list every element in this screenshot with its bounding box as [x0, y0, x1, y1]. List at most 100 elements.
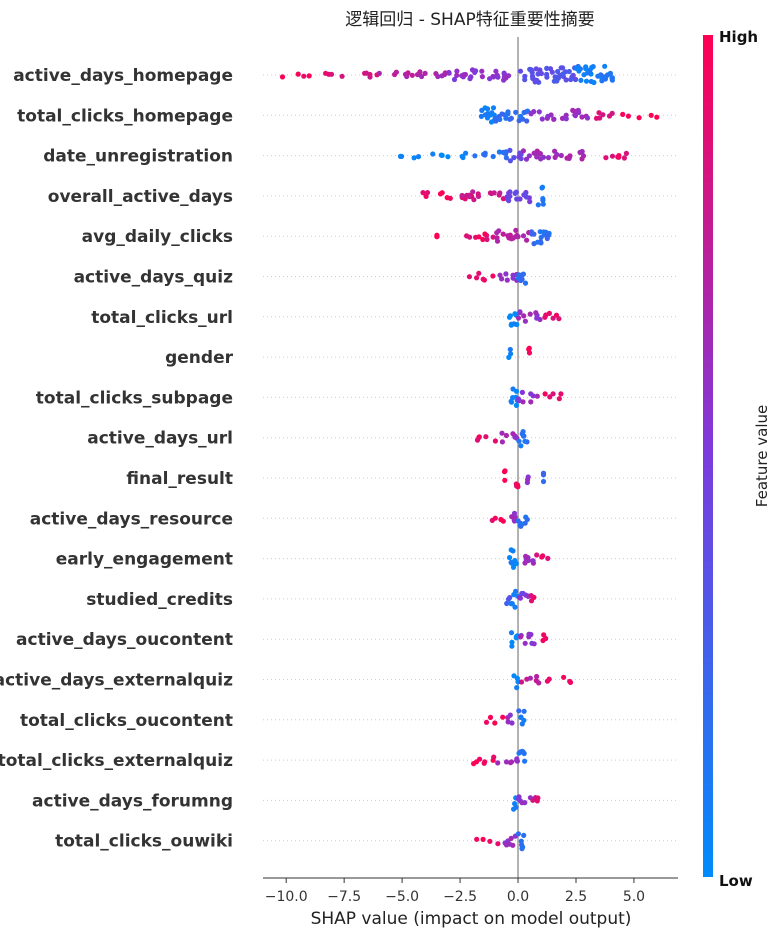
shap-point: [537, 151, 544, 157]
shap-point: [437, 191, 444, 197]
shap-point: [550, 391, 556, 397]
shap-point: [512, 557, 518, 564]
shap-point: [490, 273, 496, 279]
shap-point: [519, 800, 525, 806]
shap-point: [623, 150, 630, 156]
shap-point: [580, 153, 587, 159]
shap-point: [579, 114, 585, 120]
shap-point: [518, 523, 524, 529]
shap-point: [510, 806, 517, 812]
shap-point: [544, 65, 550, 71]
shap-point: [648, 112, 654, 118]
shap-point: [589, 64, 595, 70]
shap-point: [480, 836, 486, 843]
shap-point: [506, 198, 512, 204]
shap-point: [376, 70, 382, 76]
shap-point: [609, 153, 616, 159]
shap-point: [510, 431, 516, 437]
shap-point: [466, 274, 472, 280]
shap-point: [535, 202, 541, 208]
shap-point: [502, 477, 508, 483]
shap-point: [480, 236, 486, 243]
shap-point: [500, 149, 506, 155]
shap-point: [503, 271, 509, 277]
shap-point: [523, 194, 530, 200]
shap-point: [596, 110, 602, 116]
shap-point: [505, 719, 511, 725]
shap-point: [625, 113, 632, 119]
shap-point: [521, 832, 527, 839]
shap-point: [491, 190, 497, 196]
shap-point: [583, 78, 590, 84]
shap-point: [405, 70, 411, 76]
shap-point: [519, 272, 526, 278]
shap-point: [485, 106, 491, 112]
shap-point: [435, 73, 441, 80]
feature-label: overall_active_days: [48, 187, 233, 207]
shap-point: [495, 841, 501, 847]
shap-point: [471, 761, 477, 767]
shap-point: [507, 346, 513, 353]
shap-point: [636, 115, 642, 121]
shap-point: [495, 74, 501, 80]
shap-point: [540, 197, 546, 203]
shap-point: [520, 148, 527, 154]
shap-point: [607, 71, 613, 77]
shap-point: [551, 116, 557, 122]
shap-point: [479, 68, 485, 74]
shap-point: [454, 72, 460, 78]
shap-point: [522, 438, 528, 444]
shap-point: [490, 153, 496, 160]
feature-label: final_result: [126, 469, 233, 489]
shap-point: [414, 72, 421, 78]
shap-point: [507, 555, 513, 561]
shap-point: [556, 396, 562, 402]
shap-point: [499, 111, 505, 117]
shap-point: [513, 227, 519, 233]
shap-point: [517, 310, 523, 316]
shap-point: [540, 553, 546, 559]
shap-point: [530, 393, 536, 399]
shap-point: [461, 72, 467, 78]
shap-point: [499, 439, 505, 445]
shap-point: [446, 69, 452, 76]
shap-point: [563, 77, 569, 83]
x-axis-label: SHAP value (impact on model output): [311, 909, 632, 929]
feature-row-guides: [263, 74, 678, 842]
shap-point: [522, 318, 529, 324]
shap-point: [528, 631, 534, 638]
shap-point: [524, 237, 530, 243]
shap-point: [447, 195, 453, 201]
shap-point: [483, 719, 490, 725]
shap-point: [519, 276, 525, 282]
shap-point: [534, 77, 540, 83]
feature-label: avg_daily_clicks: [82, 227, 233, 247]
shap-point: [501, 70, 507, 76]
colorbar: [703, 35, 713, 877]
shap-point: [547, 394, 553, 400]
shap-point: [523, 156, 530, 162]
shap-point: [415, 154, 422, 160]
shap-point: [482, 152, 488, 158]
x-tick-label: −5.0: [385, 889, 419, 905]
shap-point: [561, 674, 567, 680]
shap-point: [511, 155, 517, 161]
shap-point: [526, 153, 533, 159]
shap-point: [555, 68, 561, 75]
shap-point: [573, 65, 580, 71]
shap-point: [306, 73, 312, 79]
shap-point: [621, 155, 628, 161]
feature-label: active_days_externalquiz: [0, 671, 233, 691]
shap-point: [609, 77, 616, 83]
shap-point: [507, 595, 513, 601]
shap-point: [483, 434, 489, 440]
shap-point: [541, 229, 547, 235]
shap-point: [516, 794, 522, 800]
shap-point: [512, 234, 519, 240]
shap-point: [494, 238, 501, 244]
shap-point: [572, 76, 579, 83]
x-tick-label: 5.0: [623, 889, 645, 905]
x-tick-label: 0.0: [507, 889, 529, 905]
shap-point: [567, 679, 574, 686]
